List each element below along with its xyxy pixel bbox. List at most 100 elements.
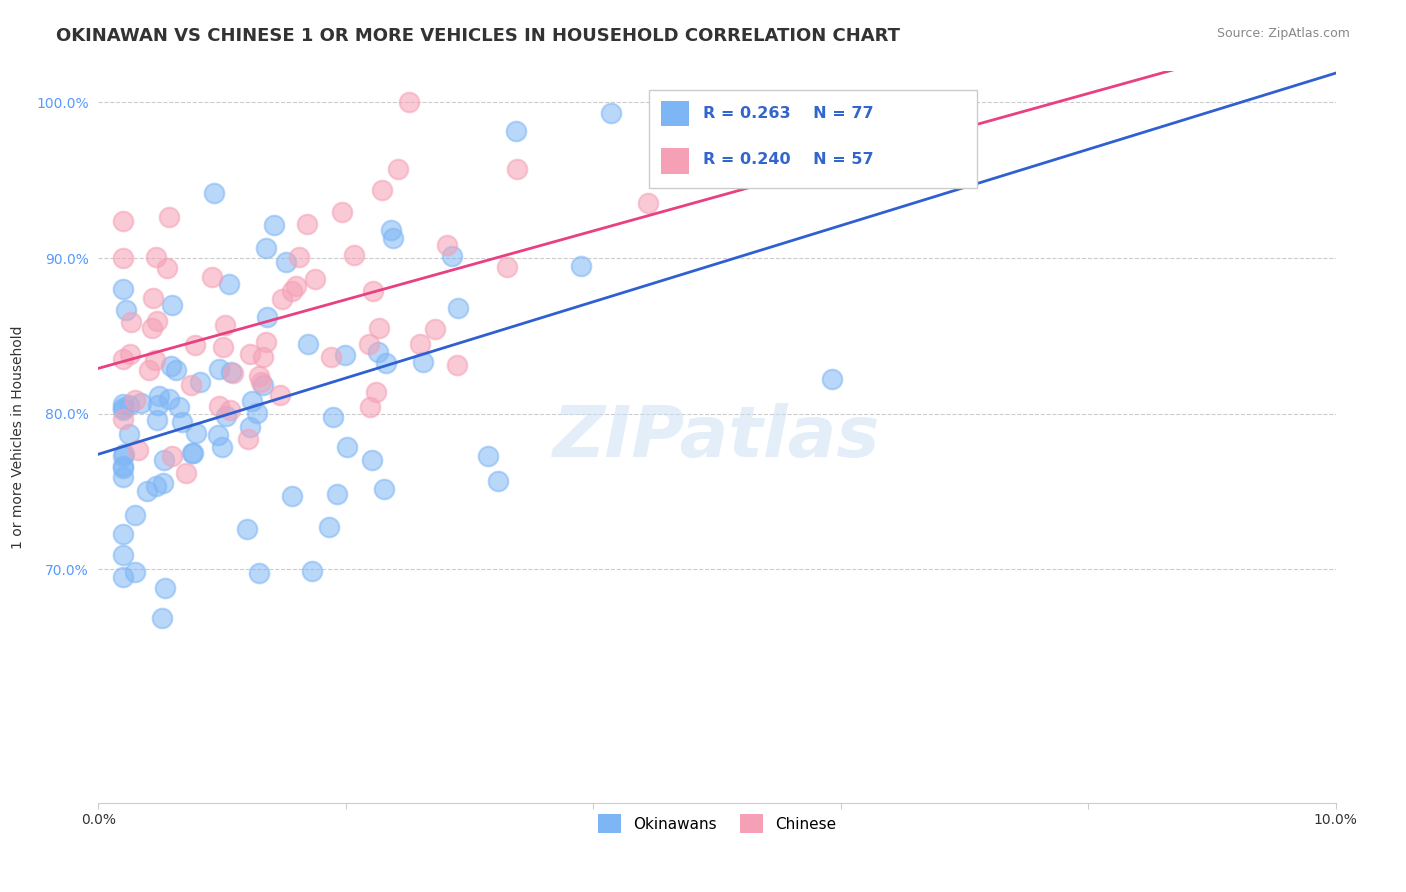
Chinese [495, 260, 517, 274]
Okinawans [207, 427, 229, 442]
Chinese [214, 318, 236, 332]
Okinawans [373, 482, 395, 496]
Okinawans [447, 301, 470, 315]
Okinawans [254, 242, 277, 256]
Chinese [218, 402, 240, 417]
Okinawans [202, 186, 225, 201]
Okinawans [159, 392, 181, 406]
Okinawans [219, 365, 242, 379]
Okinawans [117, 427, 139, 442]
Chinese [297, 218, 319, 232]
Okinawans [322, 409, 344, 424]
Chinese [371, 184, 394, 198]
Chinese [359, 400, 381, 414]
Okinawans [155, 581, 177, 595]
Okinawans [263, 219, 285, 233]
Chinese [238, 432, 260, 446]
Chinese [174, 466, 197, 480]
Okinawans [441, 249, 464, 263]
Okinawans [821, 372, 844, 386]
Okinawans [218, 277, 240, 291]
Okinawans [112, 527, 135, 541]
Okinawans [135, 484, 157, 499]
Chinese [288, 250, 311, 264]
Okinawans [599, 106, 621, 120]
Okinawans [183, 446, 205, 460]
Chinese [408, 336, 430, 351]
Chinese [364, 385, 387, 400]
Okinawans [208, 362, 231, 376]
Chinese [112, 214, 135, 228]
Okinawans [112, 282, 135, 296]
Chinese [250, 376, 273, 390]
Chinese [321, 351, 343, 365]
Okinawans [236, 522, 259, 536]
Chinese [112, 251, 135, 265]
Okinawans [301, 564, 323, 578]
Chinese [142, 291, 165, 305]
Okinawans [336, 440, 359, 454]
Okinawans [297, 337, 319, 351]
Text: R = 0.263    N = 77: R = 0.263 N = 77 [703, 105, 875, 120]
Okinawans [112, 447, 135, 461]
Chinese [157, 211, 180, 225]
Okinawans [256, 310, 278, 325]
Okinawans [146, 413, 169, 427]
Chinese [269, 388, 291, 402]
Chinese [247, 368, 270, 383]
Chinese [280, 284, 302, 298]
Chinese [304, 272, 326, 286]
Chinese [387, 162, 409, 177]
Chinese [357, 337, 380, 351]
Okinawans [112, 403, 135, 417]
Chinese [239, 347, 262, 361]
Chinese [160, 449, 183, 463]
FancyBboxPatch shape [650, 90, 977, 188]
Okinawans [239, 420, 262, 434]
Okinawans [280, 490, 302, 504]
Okinawans [124, 565, 146, 579]
Okinawans [367, 345, 389, 359]
Chinese [180, 378, 202, 392]
Chinese [124, 392, 146, 407]
Okinawans [486, 475, 509, 489]
Text: R = 0.240    N = 57: R = 0.240 N = 57 [703, 152, 875, 167]
Okinawans [129, 395, 152, 409]
Chinese [330, 205, 353, 219]
Chinese [446, 358, 468, 372]
Chinese [212, 340, 235, 354]
Chinese [284, 279, 307, 293]
Chinese [398, 95, 420, 110]
Okinawans [360, 453, 382, 467]
Chinese [361, 284, 384, 298]
Chinese [270, 292, 292, 306]
Chinese [112, 412, 135, 426]
Okinawans [124, 508, 146, 522]
Chinese [141, 321, 163, 335]
Text: ZIPatlas: ZIPatlas [554, 402, 880, 472]
Okinawans [215, 409, 238, 424]
Chinese [112, 351, 135, 366]
Okinawans [148, 389, 170, 403]
Okinawans [477, 449, 499, 463]
Okinawans [112, 469, 135, 483]
Okinawans [150, 611, 173, 625]
Legend: Okinawans, Chinese: Okinawans, Chinese [592, 808, 842, 839]
Chinese [201, 270, 224, 285]
Okinawans [374, 356, 396, 370]
FancyBboxPatch shape [661, 101, 689, 127]
Okinawans [247, 566, 270, 580]
Chinese [146, 314, 169, 328]
Okinawans [333, 348, 356, 362]
Okinawans [114, 302, 136, 317]
Okinawans [145, 479, 167, 493]
Okinawans [382, 231, 405, 245]
Okinawans [112, 460, 135, 475]
Okinawans [159, 359, 181, 373]
Chinese [368, 320, 391, 334]
Okinawans [112, 397, 135, 411]
Okinawans [152, 476, 174, 491]
Okinawans [412, 355, 434, 369]
Chinese [254, 334, 277, 349]
Chinese [184, 337, 207, 351]
